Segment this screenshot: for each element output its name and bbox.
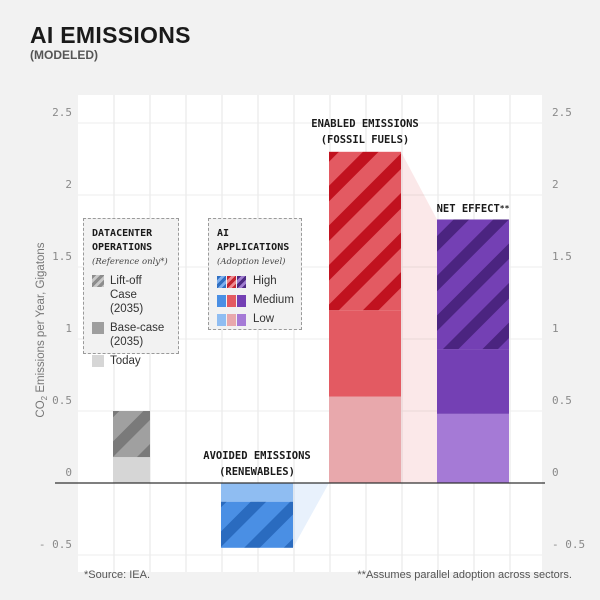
bar-4-segment <box>437 413 509 483</box>
y-tick-label-right: 2.5 <box>552 106 572 119</box>
legend-item-today: Today <box>92 354 170 368</box>
legend-datacenter: DATACENTER OPERATIONS (Reference only*) … <box>83 218 179 367</box>
legend-ai-title-line-2: APPLICATIONS <box>217 242 290 253</box>
swatch-group-medium <box>217 294 247 307</box>
legend-ai-title: AI APPLICATIONS <box>217 227 293 255</box>
connector-avoided <box>293 483 329 548</box>
y-tick-label-left: 0 <box>65 466 72 479</box>
swatch-low-red <box>227 314 236 326</box>
swatch-high-blue <box>217 276 226 288</box>
bar-2-segment <box>221 501 293 548</box>
caption-net-effect: NET EFFECT** <box>437 201 510 217</box>
caption-net-mark: ** <box>499 204 510 213</box>
legend-item-low: Low <box>217 312 293 326</box>
swatch-group-high <box>217 275 247 288</box>
bar-3-segment <box>329 151 401 311</box>
legend-ai-title-line-1: AI <box>217 228 230 239</box>
bar-3-segment <box>329 310 401 397</box>
y-axis-label: CO2 Emissions per Year, Gigatons <box>34 242 50 418</box>
y-tick-label-left: 0.5 <box>52 394 72 407</box>
y-tick-label-right: 0.5 <box>552 394 572 407</box>
y-tick-label-left: 1.5 <box>52 250 72 263</box>
caption-enabled-line-1: ENABLED EMISSIONS <box>311 118 419 130</box>
legend-datacenter-subtitle: (Reference only*) <box>92 257 168 267</box>
y-tick-label-right: - 0.5 <box>552 538 586 551</box>
y-tick-label-right: 0 <box>552 466 559 479</box>
swatch-medium-purple <box>237 295 246 307</box>
legend-item-medium: Medium <box>217 293 294 307</box>
legend-datacenter-title-line-1: DATACENTER <box>92 228 153 239</box>
connector-enabled <box>401 151 437 484</box>
legend-label-liftoff: Lift-off Case (2035) <box>110 275 144 315</box>
legend-label-medium: Medium <box>253 294 294 306</box>
y-tick-label-left: 2 <box>65 178 72 191</box>
caption-enabled-line-2: (FOSSIL FUELS) <box>320 134 410 146</box>
caption-avoided-emissions: AVOIDED EMISSIONS (RENEWABLES) <box>203 448 310 480</box>
source-footnote: *Source: IEA. <box>84 569 151 581</box>
y-tick-label-left: - 0.5 <box>38 538 72 551</box>
bar-4-segment <box>437 349 509 414</box>
caption-avoided-line-1: AVOIDED EMISSIONS <box>203 450 311 462</box>
swatch-low-purple <box>237 314 246 326</box>
legend-datacenter-title: DATACENTER OPERATIONS <box>92 227 170 255</box>
swatch-liftoff <box>92 275 104 287</box>
legend-label-high: High <box>253 275 277 287</box>
swatch-medium-red <box>227 295 236 307</box>
chart-subtitle: (MODELED) <box>30 48 98 62</box>
swatch-high-purple <box>237 276 246 288</box>
caption-enabled-emissions: ENABLED EMISSIONS (FOSSIL FUELS) <box>311 116 418 148</box>
bar-3-segment <box>329 396 401 483</box>
legend-label-today: Today <box>110 355 141 367</box>
bar-2-segment <box>221 483 293 502</box>
swatch-base-case <box>92 322 104 334</box>
swatch-group-low <box>217 313 247 326</box>
caption-net-text: NET EFFECT <box>436 203 500 215</box>
y-tick-label-right: 1 <box>552 322 559 335</box>
y-tick-label-right: 1.5 <box>552 250 572 263</box>
swatch-high-red <box>227 276 236 288</box>
legend-datacenter-title-line-2: OPERATIONS <box>92 242 153 253</box>
swatch-today <box>92 355 104 367</box>
bar-1-segment <box>113 457 150 483</box>
bar-1-segment <box>113 411 150 458</box>
legend-item-base-case: Base-case (2035) <box>92 321 170 349</box>
y-tick-label-left: 2.5 <box>52 106 72 119</box>
legend-ai-applications: AI APPLICATIONS (Adoption level) High Me… <box>208 218 302 330</box>
y-tick-label-right: 2 <box>552 178 559 191</box>
caption-avoided-line-2: (RENEWABLES) <box>219 466 295 478</box>
bar-4-segment <box>437 219 509 350</box>
legend-label-low: Low <box>253 313 275 325</box>
y-tick-label-left: 1 <box>65 322 72 335</box>
chart-title: AI EMISSIONS <box>30 22 191 48</box>
legend-item-high: High <box>217 274 293 288</box>
swatch-low-blue <box>217 314 226 326</box>
assumption-footnote: **Assumes parallel adoption across secto… <box>357 569 572 581</box>
legend-item-liftoff: Lift-off Case (2035) <box>92 274 170 316</box>
legend-label-base-case: Base-case (2035) <box>110 322 165 348</box>
swatch-medium-blue <box>217 295 226 307</box>
legend-ai-subtitle: (Adoption level) <box>217 257 286 267</box>
